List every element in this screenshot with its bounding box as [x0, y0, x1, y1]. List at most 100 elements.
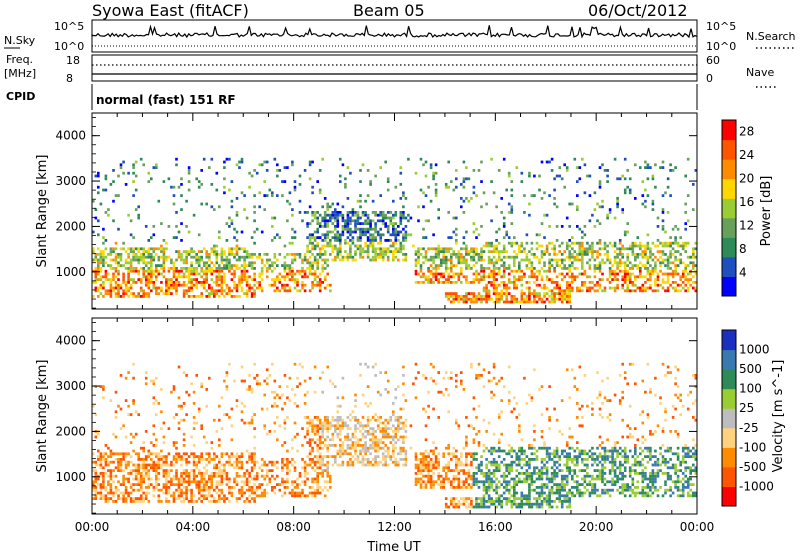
data-cell	[543, 250, 546, 253]
data-cell	[354, 227, 357, 231]
data-cell	[354, 441, 357, 444]
data-cell	[225, 261, 229, 265]
data-cell	[444, 446, 448, 450]
data-cell	[177, 283, 181, 287]
data-cell	[223, 295, 226, 298]
data-cell	[142, 463, 145, 467]
data-cell	[263, 264, 266, 267]
data-cell	[185, 267, 188, 270]
data-cell	[450, 469, 453, 472]
data-cell	[482, 244, 486, 248]
data-cell	[210, 267, 214, 270]
data-cell	[311, 272, 314, 276]
data-cell	[276, 264, 279, 267]
data-cell	[628, 267, 632, 270]
data-cell	[374, 258, 377, 262]
data-cell	[361, 432, 365, 436]
data-cell	[394, 432, 398, 436]
data-cell	[518, 300, 521, 304]
data-cell	[414, 258, 418, 262]
data-cell	[182, 480, 186, 484]
data-cell	[359, 438, 362, 442]
data-cell	[94, 286, 98, 290]
data-cell	[182, 289, 186, 293]
data-cell	[374, 438, 377, 442]
data-cell	[150, 267, 153, 270]
data-cell	[472, 258, 476, 262]
data-cell	[654, 289, 657, 293]
data-cell	[132, 281, 135, 284]
data-cell	[402, 438, 405, 442]
data-cell	[339, 258, 342, 262]
data-cell	[379, 430, 382, 433]
data-cell	[205, 404, 208, 408]
data-cell	[286, 199, 289, 203]
data-cell	[177, 421, 181, 425]
data-cell	[326, 258, 329, 262]
data-cell	[288, 278, 292, 281]
data-cell	[329, 444, 332, 447]
data-cell	[122, 171, 125, 175]
data-cell	[470, 424, 473, 428]
data-cell	[465, 477, 468, 481]
data-cell	[306, 275, 309, 279]
data-cell	[656, 250, 660, 253]
data-cell	[117, 488, 120, 492]
data-cell	[263, 379, 266, 383]
data-cell	[192, 463, 196, 467]
data-cell	[583, 272, 587, 276]
data-cell	[555, 225, 559, 228]
data-cell	[306, 244, 309, 248]
data-cell	[132, 497, 135, 500]
data-cell	[639, 267, 642, 270]
data-cell	[392, 455, 395, 458]
data-cell	[276, 286, 279, 290]
data-cell	[177, 455, 181, 458]
data-cell	[477, 466, 481, 470]
data-cell	[303, 463, 307, 467]
data-cell	[621, 286, 624, 290]
data-cell	[550, 297, 554, 301]
data-cell	[170, 390, 173, 394]
data-cell	[452, 253, 456, 256]
data-cell	[228, 486, 231, 489]
data-cell	[283, 486, 287, 489]
data-cell	[354, 225, 357, 228]
data-cell	[490, 250, 493, 253]
data-cell	[394, 458, 398, 461]
data-cell	[661, 227, 665, 231]
data-cell	[351, 258, 355, 262]
data-cell	[192, 278, 196, 281]
data-cell	[513, 281, 516, 284]
data-cell	[210, 183, 214, 186]
data-cell	[117, 278, 120, 281]
data-cell	[447, 469, 450, 472]
data-cell	[104, 444, 108, 447]
data-cell	[235, 404, 239, 408]
data-cell	[568, 295, 571, 298]
data-cell	[318, 255, 322, 259]
data-cell	[482, 505, 486, 509]
data-cell	[291, 438, 294, 442]
data-cell	[689, 283, 692, 287]
data-cell	[129, 286, 133, 290]
data-cell	[157, 488, 161, 492]
data-cell	[306, 267, 309, 270]
data-cell	[223, 267, 226, 270]
data-cell	[344, 424, 347, 428]
data-cell	[109, 477, 113, 481]
data-cell	[303, 480, 307, 484]
data-cell	[245, 421, 249, 425]
data-cell	[427, 281, 430, 284]
data-cell	[487, 261, 491, 265]
data-cell	[271, 362, 274, 366]
data-cell	[661, 253, 665, 256]
data-cell	[578, 227, 582, 231]
data-cell	[220, 497, 224, 500]
data-cell	[354, 446, 357, 450]
data-cell	[467, 281, 471, 284]
data-cell	[558, 250, 561, 253]
data-cell	[248, 488, 251, 492]
data-cell	[376, 247, 380, 251]
data-cell	[218, 480, 221, 484]
